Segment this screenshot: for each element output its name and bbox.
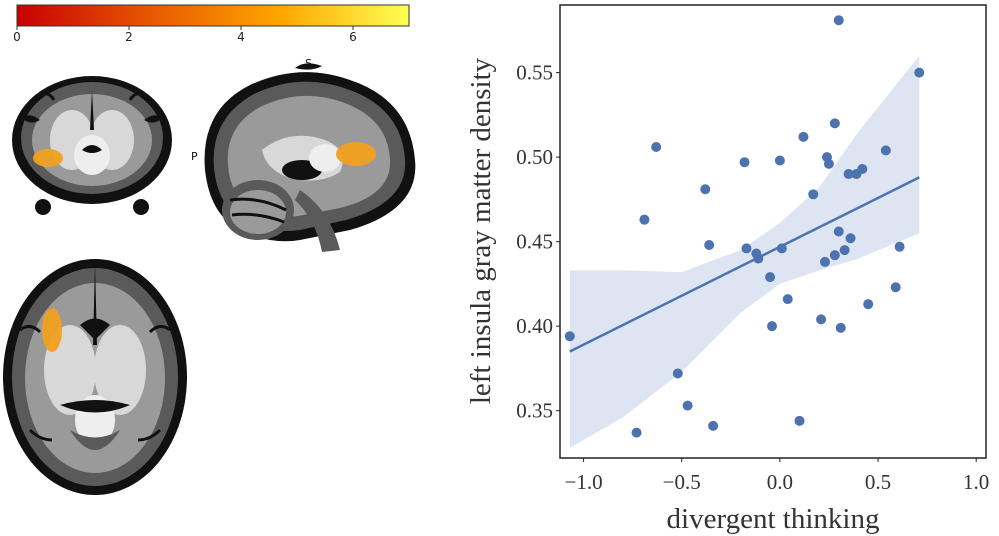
data-point [880,145,891,156]
posterior-label: P [191,150,198,163]
data-point [863,299,874,310]
data-point [835,322,846,333]
sagittal-slice [204,63,416,252]
data-point [708,420,719,431]
x-tick-label: 1.0 [963,470,989,494]
data-point [765,272,776,283]
x-tick-label: 0.5 [865,470,891,494]
data-point [833,226,844,237]
data-point [894,241,905,252]
sagittal-insula-cluster [336,142,376,166]
coronal-insula-cluster [33,149,63,167]
data-point [739,157,750,168]
data-point [845,233,856,244]
data-point [808,189,819,200]
data-point [682,400,693,411]
regression-line [569,176,920,353]
data-point [741,243,752,254]
y-tick-label: 0.35 [516,399,553,423]
data-point [700,184,711,195]
x-tick-label: 0.0 [767,470,793,494]
data-point [816,314,827,325]
x-tick-label: −0.5 [663,470,701,494]
axial-insula-cluster [42,308,62,352]
colorbar-ticks: 0 2 4 6 [13,26,357,44]
colorbar-tick-label: 6 [349,30,357,44]
data-point [857,163,868,174]
data-point [794,415,805,426]
axial-slice [3,259,187,495]
data-point [782,294,793,305]
y-tick-label: 0.45 [516,230,553,254]
data-point [839,245,850,256]
colorbar: 0 2 4 6 [13,4,410,44]
data-point [639,214,650,225]
data-point [890,282,901,293]
data-point [753,253,764,264]
data-point [798,131,809,142]
data-point [672,368,683,379]
x-tick-labels: −1.0 −0.5 0.0 0.5 1.0 [565,458,989,494]
y-axis-label: left insula gray matter density [465,57,497,404]
data-points [564,15,925,438]
scatter-plot: −1.0 −0.5 0.0 0.5 1.0 0.35 0.40 0.45 0.50 0.55 d… [465,4,989,535]
colorbar-gradient [16,4,410,27]
x-tick-label: −1.0 [565,470,603,494]
x-axis-label: divergent thinking [667,503,880,535]
y-tick-label: 0.40 [516,314,553,338]
data-point [704,240,715,251]
coronal-slice [12,76,172,215]
data-point [820,256,831,267]
data-point [914,67,925,78]
colorbar-tick-label: 2 [125,30,133,44]
superior-label: S [305,57,312,70]
data-point [829,250,840,261]
data-point [767,321,778,332]
brain-slices: S P [3,57,416,495]
data-point [823,158,834,169]
data-point [651,141,662,152]
data-point [774,155,785,166]
plot-frame [559,4,987,459]
y-tick-label: 0.55 [516,61,553,85]
y-tick-labels: 0.35 0.40 0.45 0.50 0.55 [516,61,560,423]
data-point [564,331,575,342]
y-tick-label: 0.50 [516,145,553,169]
data-point [829,118,840,129]
data-point [843,169,854,180]
colorbar-tick-label: 0 [13,30,21,44]
data-point [631,427,642,438]
data-point [833,15,844,26]
data-point [776,243,787,254]
colorbar-tick-label: 4 [237,30,245,44]
